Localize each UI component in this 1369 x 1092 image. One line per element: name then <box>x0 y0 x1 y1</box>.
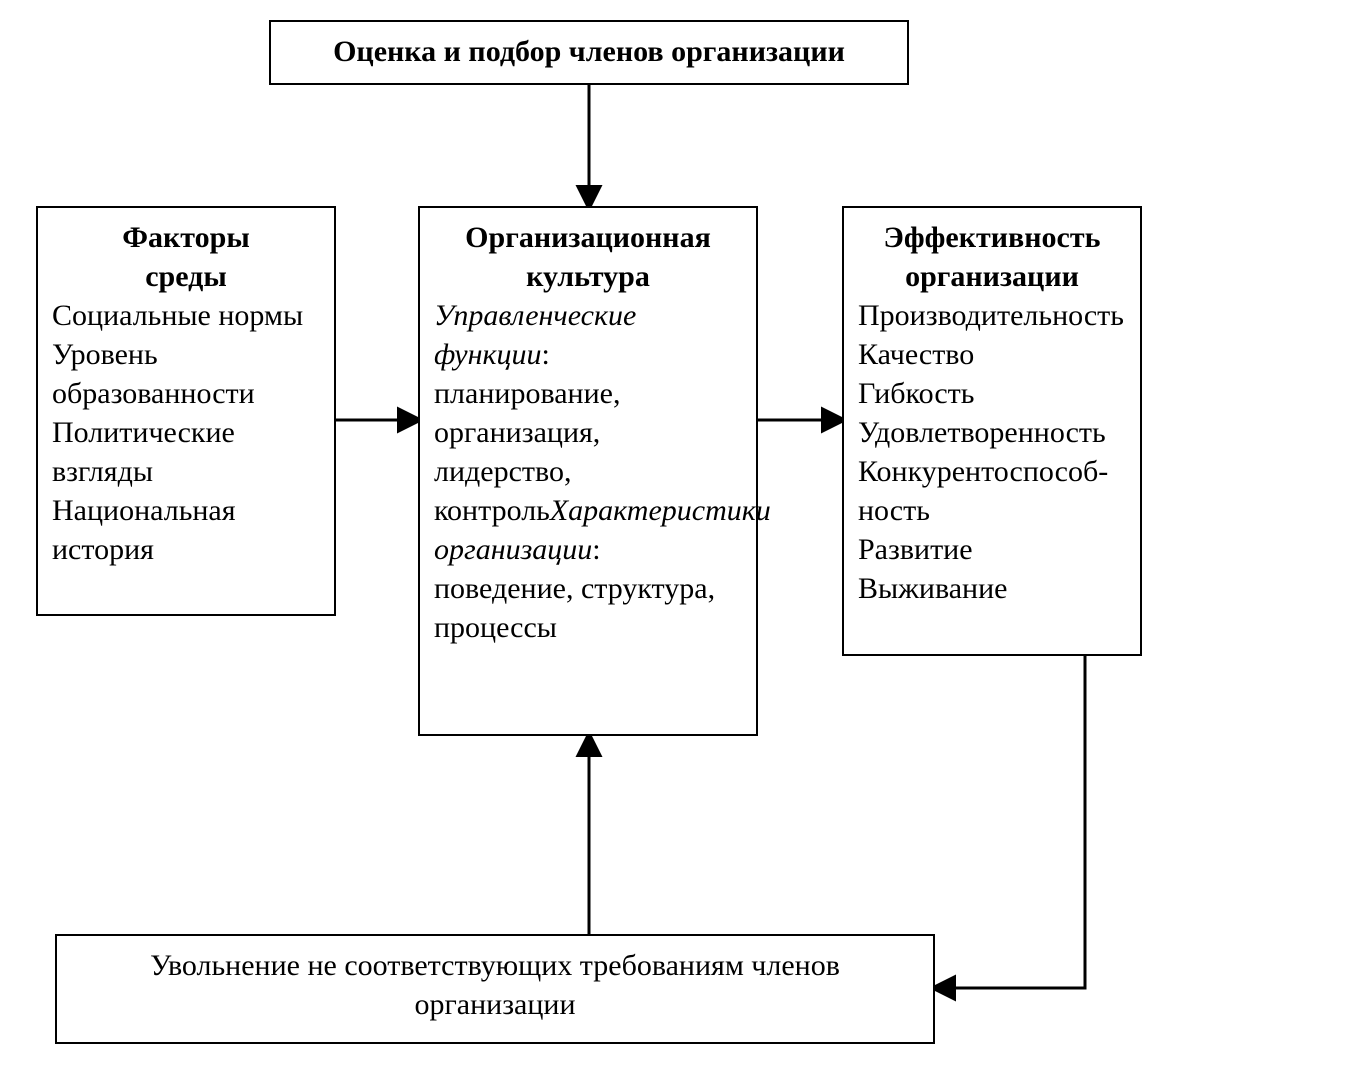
node-bottom-title: Увольнение не соответствующих требования… <box>71 946 919 1024</box>
node-center: Организационная культура Управленческие … <box>418 206 758 736</box>
node-center-body: Управленческие функции: планирование, ор… <box>434 296 742 647</box>
node-center-title: Организационная культура <box>434 218 742 296</box>
node-right-title: Эффективность организации <box>858 218 1126 296</box>
node-right-body: Производительность Качество Гибкость Удо… <box>858 296 1126 608</box>
node-top-title: Оценка и подбор членов организации <box>285 32 893 71</box>
italic-segment: Управленческие функции <box>434 299 636 371</box>
node-left-body: Социальные нормы Уровень образованности … <box>52 296 320 569</box>
edge-right-to-bottom <box>935 656 1085 988</box>
diagram-canvas: Оценка и подбор членов организации Факто… <box>0 0 1369 1092</box>
node-right: Эффективность организации Производительн… <box>842 206 1142 656</box>
node-bottom: Увольнение не соответствующих требования… <box>55 934 935 1044</box>
node-top: Оценка и подбор членов организации <box>269 20 909 85</box>
node-left-title: Факторы среды <box>52 218 320 296</box>
node-left: Факторы среды Социальные нормы Уровень о… <box>36 206 336 616</box>
